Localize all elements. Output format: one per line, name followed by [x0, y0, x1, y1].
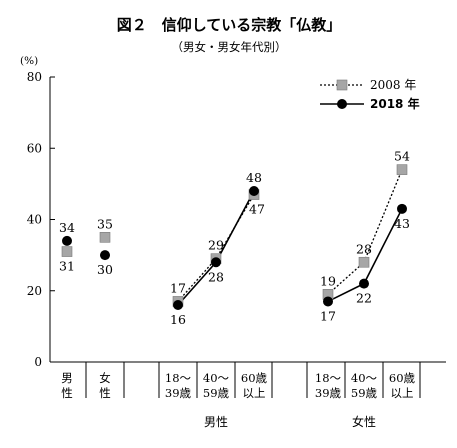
x-tick-label: 39歳	[165, 386, 192, 400]
x-group-label: 男性	[204, 415, 228, 429]
x-tick-label: 女	[99, 371, 111, 385]
data-label: 31	[59, 259, 75, 274]
data-label: 28	[208, 269, 224, 284]
x-group-label: 女性	[352, 414, 376, 429]
x-tick-label: 59歳	[203, 386, 230, 400]
data-label: 16	[170, 312, 186, 327]
x-tick-label: 60歳	[241, 371, 268, 385]
circle-marker	[249, 186, 259, 196]
axes: 0 20 40 60 80	[27, 70, 446, 398]
data-label: 35	[97, 216, 113, 231]
x-tick-label: 性	[99, 386, 111, 400]
circle-marker	[62, 235, 72, 246]
data-label: 43	[394, 216, 410, 231]
circle-marker	[100, 250, 110, 261]
square-marker	[99, 232, 111, 243]
circle-marker	[323, 296, 333, 307]
y-tick-label: 40	[27, 213, 42, 227]
x-tick-label: 39歳	[315, 386, 342, 400]
x-tick-label: 18～	[315, 371, 342, 385]
chart-title: 図２ 信仰している宗教「仏教」	[117, 16, 342, 34]
data-label: 54	[394, 149, 410, 164]
x-category-labels: 男性女性18～39歳40～59歳60歳以上18～39歳40～59歳60歳以上男性…	[61, 371, 415, 429]
data-label: 34	[59, 220, 75, 235]
x-tick-label: 以上	[243, 386, 266, 400]
data-label: 47	[249, 202, 265, 217]
data-label: 17	[320, 308, 336, 323]
legend-circle-marker	[337, 99, 347, 109]
x-tick-label: 40～	[203, 371, 230, 385]
data-label: 19	[320, 273, 336, 288]
circle-marker	[359, 278, 369, 289]
x-tick-label: 性	[61, 386, 73, 400]
data-label: 22	[356, 291, 372, 306]
data-label: 17	[170, 280, 186, 295]
circle-marker	[397, 203, 407, 214]
circle-marker	[211, 257, 221, 268]
data-label: 48	[246, 170, 262, 185]
y-tick-label: 80	[27, 70, 42, 84]
data-label: 29	[208, 238, 224, 253]
chart-subtitle: （男女・男女年代別）	[172, 40, 287, 54]
x-tick-label: 59歳	[351, 386, 378, 400]
y-axis-unit: (%)	[20, 55, 38, 67]
legend-label: 2018 年	[370, 96, 420, 111]
x-tick-label: 40～	[351, 371, 378, 385]
y-tick-label: 0	[34, 355, 42, 369]
square-marker	[358, 256, 370, 268]
legend-label: 2008 年	[370, 78, 416, 92]
data-labels: 31 34 35 30 17 16 29 28 47 48 19 17 28 22 54 43	[59, 149, 410, 327]
square-marker	[396, 164, 408, 175]
legend: 2008 年 2018 年	[320, 78, 420, 111]
y-tick-label: 60	[27, 141, 42, 155]
x-tick-label: 以上	[391, 386, 414, 400]
circle-marker	[173, 300, 183, 310]
x-tick-label: 男	[61, 371, 73, 385]
data-label: 28	[356, 241, 372, 256]
legend-square-marker	[336, 79, 348, 91]
data-label: 30	[97, 262, 113, 277]
x-tick-label: 60歳	[389, 371, 416, 385]
square-marker	[61, 246, 73, 257]
series-markers	[61, 164, 408, 310]
y-tick-label: 20	[27, 284, 42, 298]
x-tick-label: 18～	[165, 371, 192, 385]
